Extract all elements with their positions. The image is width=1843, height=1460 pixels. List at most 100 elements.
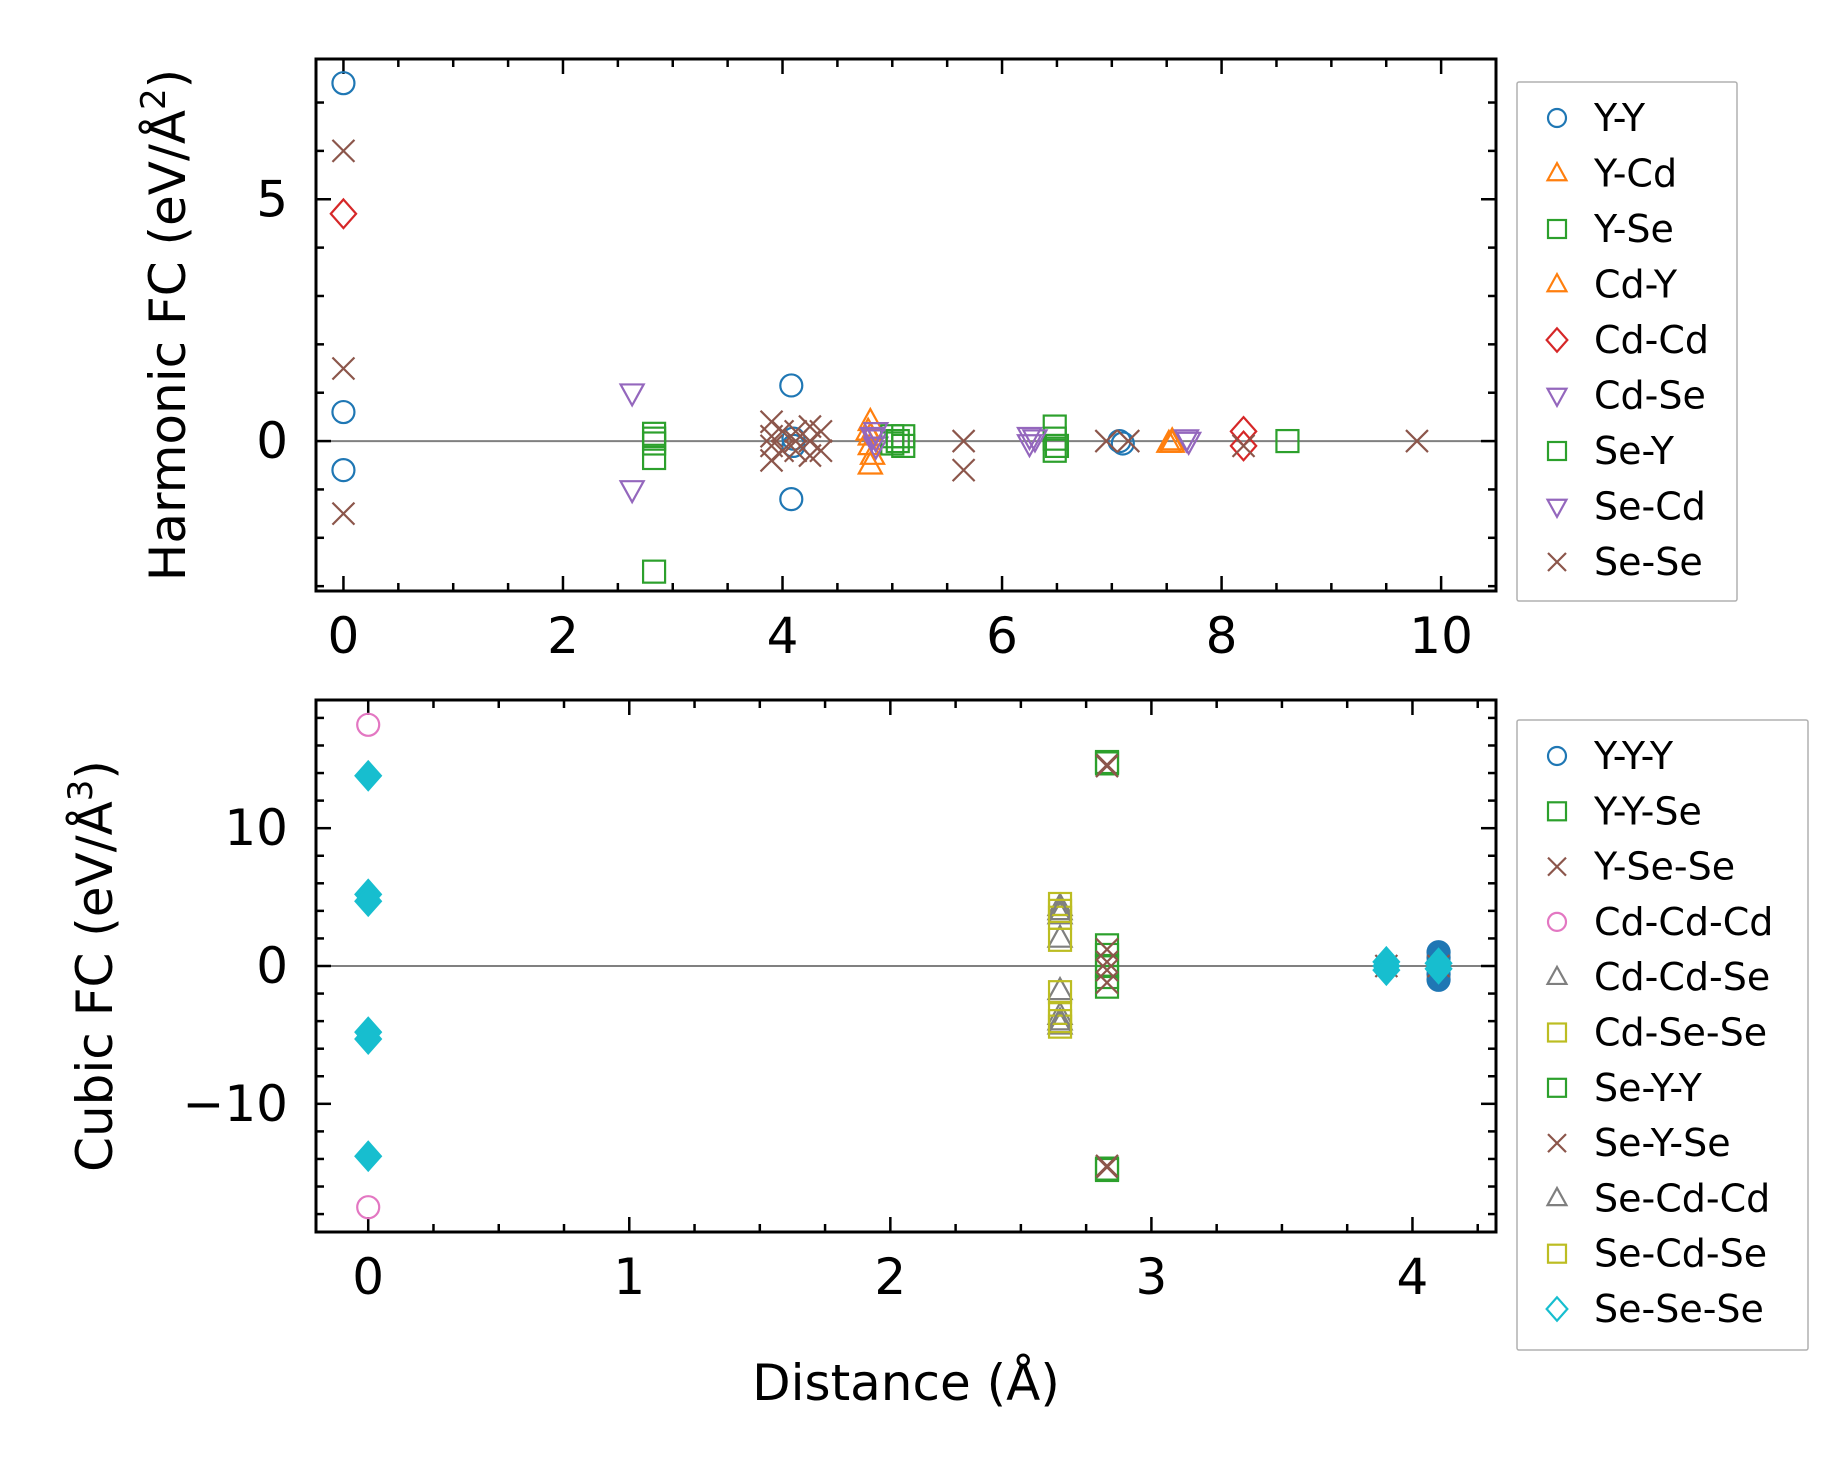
top-point-se-cd: [859, 426, 886, 452]
bottom-legend-entry-se-cd-cd: Se-Cd-Cd: [1545, 1176, 1770, 1220]
x-axis-label: Distance (Å): [752, 1354, 1060, 1412]
bottom-point-se-se-se: [1372, 954, 1401, 987]
top-point-se-se: [331, 356, 356, 381]
bottom-point-y-y-se: [1094, 974, 1120, 999]
top-y-axis-label-close: ): [139, 69, 197, 89]
top-point-se-se: [1231, 434, 1256, 458]
top-legend-label: Y-Y: [1593, 96, 1646, 140]
top-point-se-se: [1116, 429, 1141, 453]
top-legend-label: Cd-Se: [1594, 374, 1706, 418]
bottom-y-axis-label-superscript: 3: [61, 780, 101, 802]
bottom-legend-marker-cd-cd-cd: [1546, 911, 1568, 933]
top-y-axis-label: Harmonic FC (eV/Å2): [134, 69, 197, 581]
top-legend-entry-cd-y: Cd-Y: [1545, 263, 1678, 307]
top-point-cd-se: [862, 436, 890, 461]
top-point-se-se: [783, 419, 808, 444]
top-legend-label: Y-Cd: [1593, 152, 1677, 196]
top-point-y-y: [779, 373, 804, 398]
top-legend-entry-cd-cd: Cd-Cd: [1545, 318, 1709, 362]
bottom-series-se-y-y: [1094, 751, 1120, 1181]
top-point-y-se: [641, 559, 667, 584]
top-point-se-se: [783, 438, 808, 463]
top-point-se-cd: [1021, 429, 1049, 454]
bottom-point-cd-cd-cd: [356, 1195, 381, 1220]
top-legend-label: Cd-Cd: [1594, 318, 1709, 362]
top-point-se-se: [809, 438, 833, 463]
bottom-point-y-se-se: [1095, 950, 1119, 974]
bottom-y-tick-label: 10: [224, 799, 288, 857]
top-point-cd-y: [1155, 428, 1183, 453]
top-legend-marker-cd-y: [1545, 271, 1569, 293]
bottom-point-y-se-se: [1095, 970, 1119, 995]
bottom-y-axis-label: Cubic FC (eV/Å3): [61, 760, 124, 1172]
top-y-tick-label: 5: [256, 170, 288, 228]
top-point-se-se: [331, 501, 356, 526]
top-legend-entry-y-y: Y-Y: [1546, 96, 1646, 140]
bottom-point-se-cd-cd: [1046, 895, 1074, 921]
top-point-cd-se: [1016, 434, 1043, 459]
bottom-series-se-se-se: [354, 759, 1453, 1173]
top-legend-marker-y-y: [1546, 107, 1568, 129]
top-x-tick-label: 10: [1409, 607, 1473, 665]
bottom-x-tick-label: 0: [352, 1248, 384, 1306]
top-legend-marker-se-cd: [1545, 498, 1569, 520]
bottom-legend-label: Se-Cd-Cd: [1594, 1176, 1770, 1220]
top-legend-marker-se-se: [1547, 552, 1567, 572]
bottom-series-se-cd-cd: [1046, 895, 1074, 1031]
top-point-cd-cd: [329, 197, 358, 230]
top-legend-label: Se-Se: [1594, 540, 1703, 584]
top-legend-marker-se-y: [1546, 440, 1568, 462]
bottom-legend: Y-Y-Y Y-Y-Se Y-Se-Se Cd-Cd-Cd Cd-Cd-Se Cd-Se-…: [1516, 719, 1809, 1351]
bottom-point-se-cd-cd: [1046, 1006, 1074, 1031]
bottom-point-cd-se-se: [1047, 980, 1073, 1005]
bottom-point-se-y-y: [1094, 1156, 1120, 1181]
top-point-cd-cd: [1229, 429, 1258, 462]
bottom-series-se-cd-se: [1047, 898, 1073, 1034]
top-point-se-y: [885, 428, 910, 454]
bottom-data-points: [354, 712, 1453, 1220]
bottom-legend-label: Cd-Cd-Cd: [1594, 900, 1773, 944]
top-legend-entry-se-se: Se-Se: [1547, 540, 1703, 584]
top-point-se-cd: [1173, 429, 1200, 454]
bottom-legend-label: Y-Y-Y: [1593, 734, 1674, 778]
top-x-tick-label: 4: [767, 607, 799, 665]
bottom-point-se-y-y: [1094, 751, 1120, 776]
top-legend-entry-se-y: Se-Y: [1546, 429, 1675, 473]
top-legend-label: Se-Y: [1594, 429, 1675, 473]
top-series-se-se: [331, 139, 1429, 526]
bottom-point-cd-cd-se: [1046, 923, 1074, 948]
bottom-legend-marker-se-y-se: [1547, 1133, 1567, 1153]
bottom-series-cd-cd-cd: [356, 712, 381, 1220]
top-legend-marker-y-cd: [1545, 160, 1569, 182]
bottom-legend-marker-se-y-y: [1546, 1077, 1568, 1098]
bottom-point-se-se-se: [354, 1140, 383, 1173]
top-point-y-se: [1042, 438, 1067, 463]
bottom-legend-entry-se-y-y: Se-Y-Y: [1546, 1066, 1703, 1110]
top-point-y-y: [779, 487, 804, 512]
top-point-se-se: [809, 419, 833, 444]
bottom-point-cd-cd-cd: [356, 712, 381, 737]
top-point-y-y: [331, 71, 356, 96]
top-legend-marker-y-se: [1546, 218, 1568, 240]
bottom-legend-label: Se-Se-Se: [1594, 1287, 1764, 1331]
bottom-legend-entry-y-y-y: Y-Y-Y: [1546, 734, 1674, 778]
top-point-y-y: [1110, 431, 1135, 456]
top-point-y-y: [1107, 428, 1132, 454]
top-y-axis-label-superscript: 2: [134, 88, 174, 110]
bottom-series-y-y-se: [1094, 749, 1120, 1183]
top-point-y-cd: [1158, 426, 1186, 451]
bottom-legend-entry-se-se-se: Se-Se-Se: [1545, 1287, 1764, 1331]
top-x-tick-label: 8: [1206, 607, 1238, 665]
bottom-x-tick-label: 3: [1135, 1248, 1167, 1306]
bottom-legend-marker-se-se-se: [1545, 1295, 1569, 1323]
bottom-legend-label: Cd-Se-Se: [1594, 1011, 1767, 1055]
bottom-legend-marker-y-y-y: [1546, 745, 1568, 767]
bottom-y-tick-label: −10: [182, 1075, 288, 1133]
bottom-point-cd-se-se: [1047, 927, 1073, 952]
top-point-se-se: [1094, 429, 1119, 453]
bottom-point-se-y-se: [1095, 1154, 1119, 1178]
bottom-plot-frame: [314, 698, 1498, 1234]
top-legend-marker-cd-se: [1545, 387, 1569, 409]
